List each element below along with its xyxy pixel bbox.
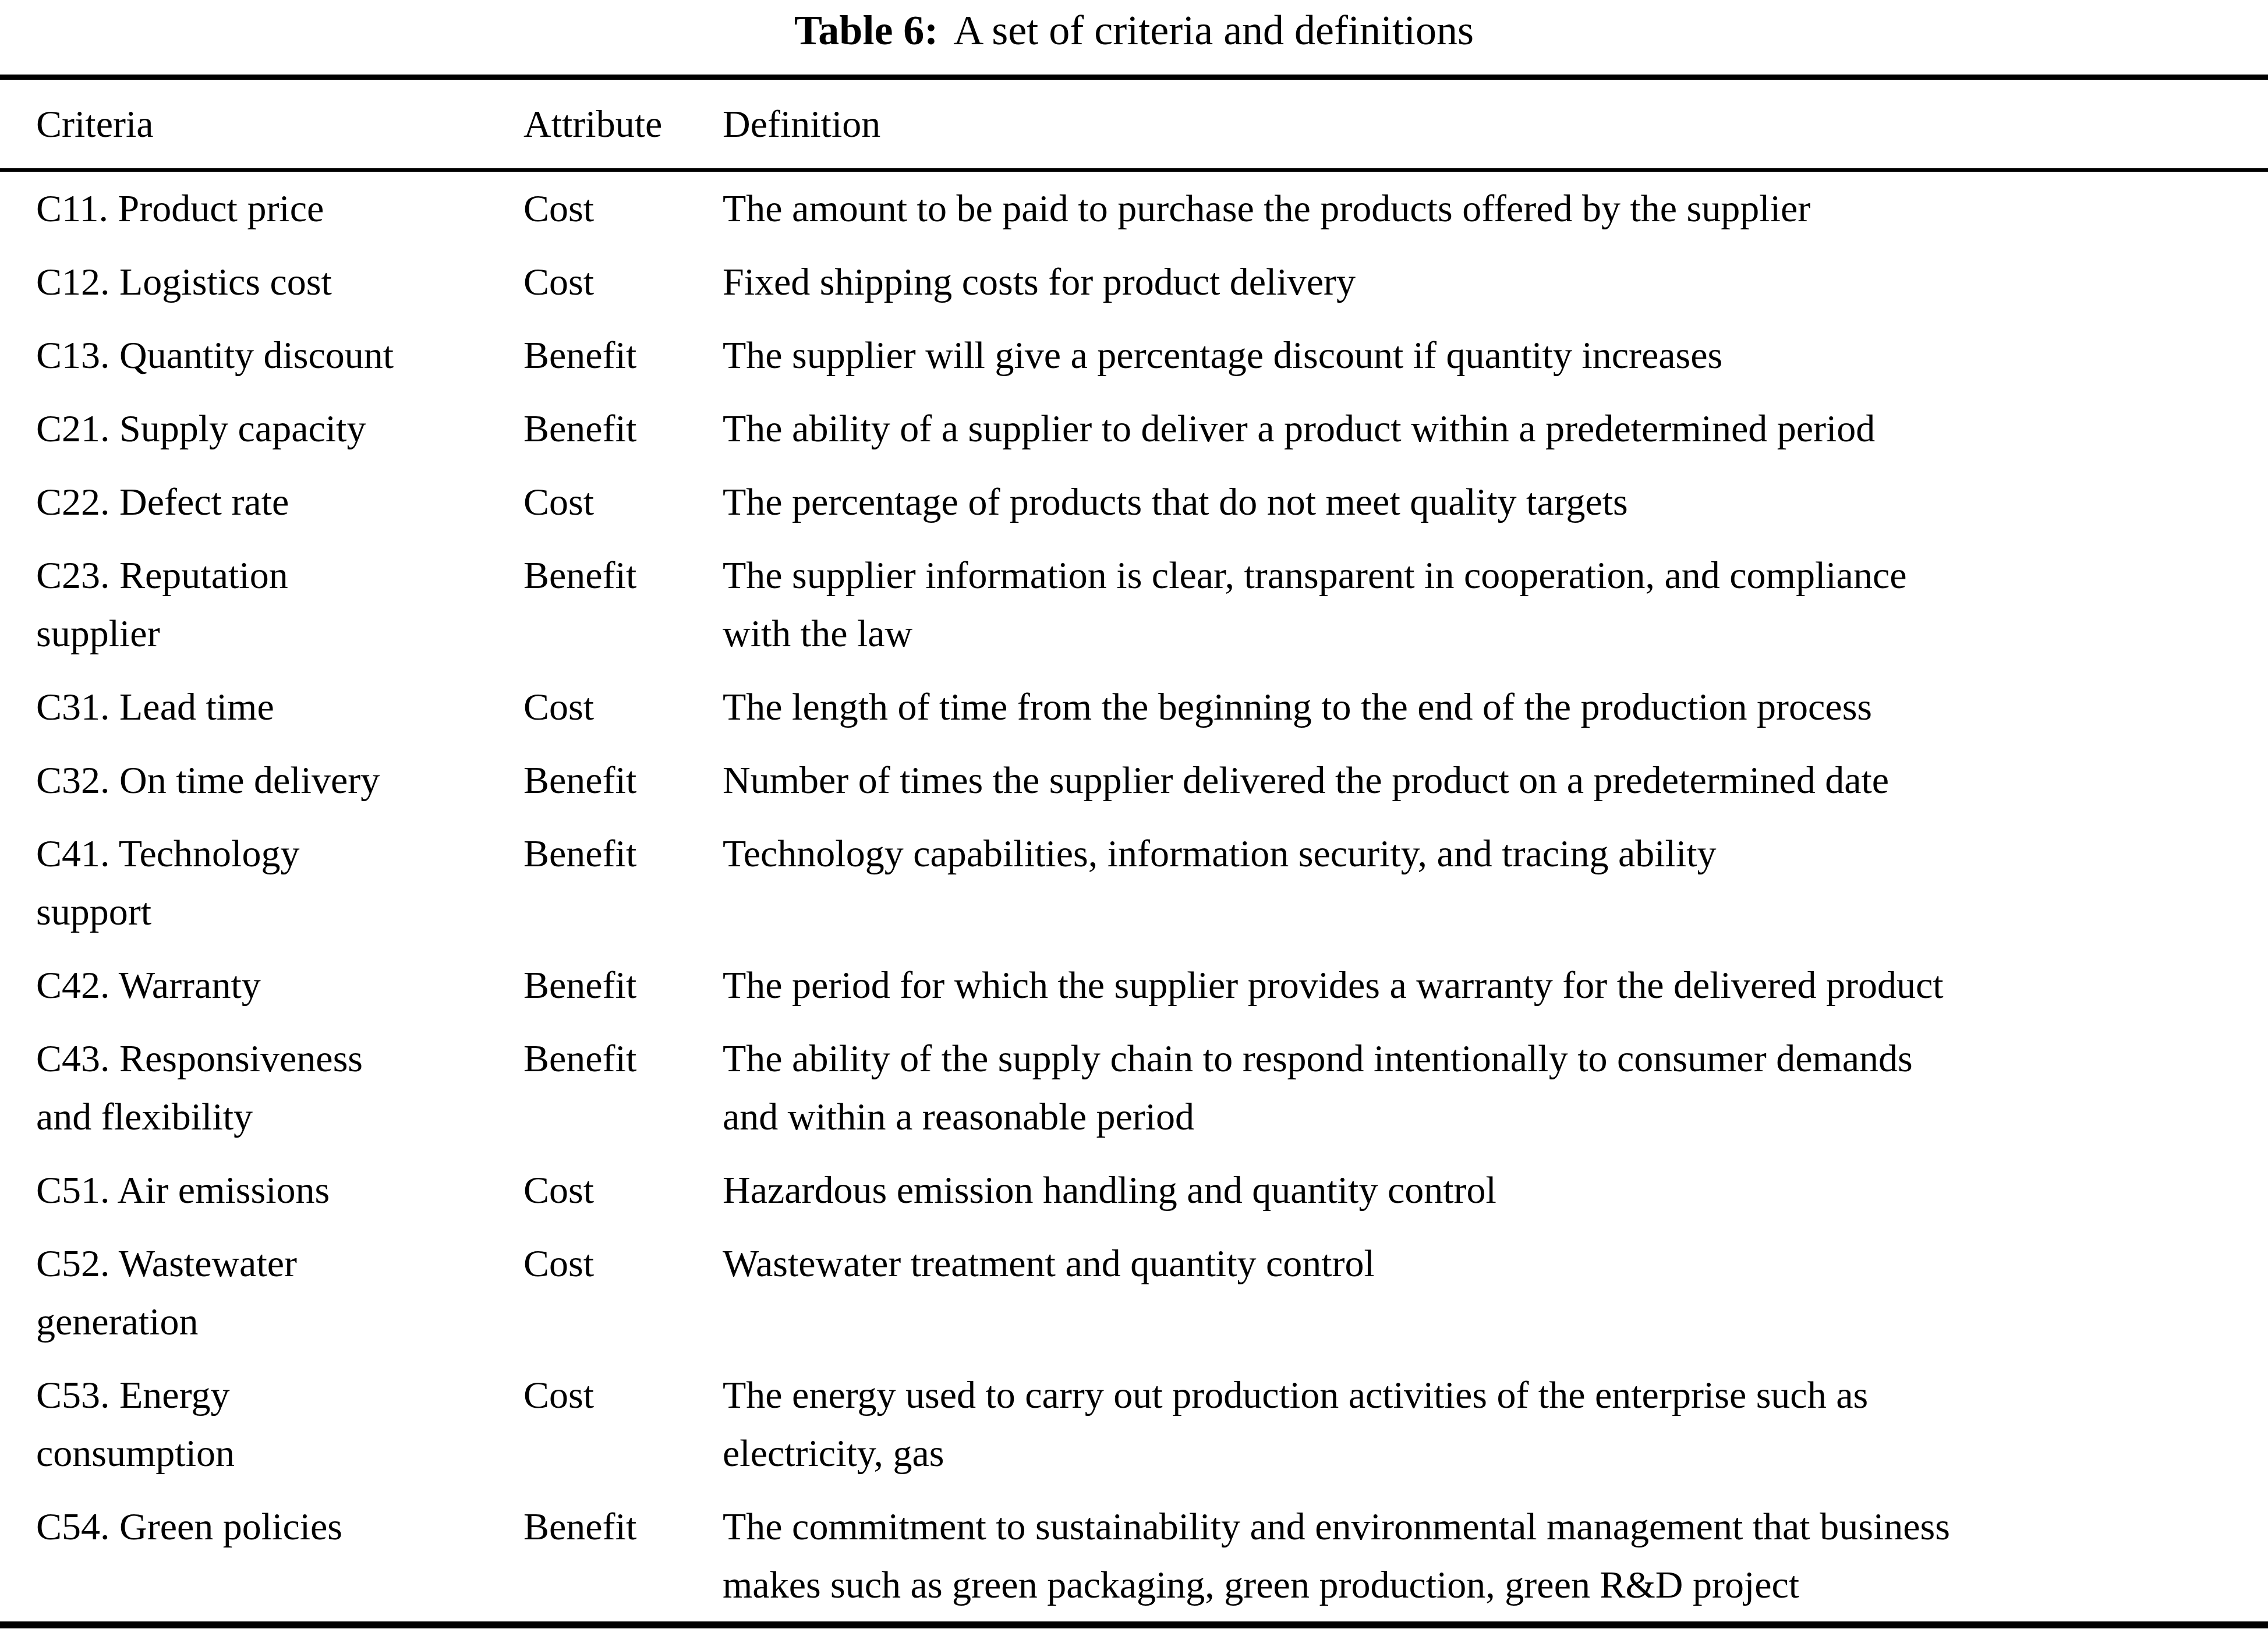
definition-cell: Technology capabilities, information sec…: [723, 817, 2268, 948]
criteria-cell: C54. Green policies: [0, 1490, 523, 1625]
attribute-cell: Cost: [523, 245, 723, 318]
table-row: C42. Warranty Benefit The period for whi…: [0, 948, 2268, 1022]
attribute-cell: Benefit: [523, 948, 723, 1022]
table-row: C31. Lead time Cost The length of time f…: [0, 670, 2268, 743]
table-row: C43. Responsiveness and flexibility Bene…: [0, 1022, 2268, 1153]
criteria-definitions-table: Criteria Attribute Definition C11. Produ…: [0, 75, 2268, 1628]
attribute-cell: Benefit: [523, 1490, 723, 1625]
criteria-cell: C22. Defect rate: [0, 465, 523, 539]
attribute-cell: Benefit: [523, 539, 723, 670]
column-header-attribute: Attribute: [523, 77, 723, 171]
table-row: C41. Technology support Benefit Technolo…: [0, 817, 2268, 948]
definition-cell: The supplier information is clear, trans…: [723, 539, 2268, 670]
definition-cell: Fixed shipping costs for product deliver…: [723, 245, 2268, 318]
column-header-criteria: Criteria: [0, 77, 523, 171]
attribute-cell: Benefit: [523, 392, 723, 465]
criteria-cell: C12. Logistics cost: [0, 245, 523, 318]
table-row: C51. Air emissions Cost Hazardous emissi…: [0, 1153, 2268, 1227]
header-row: Criteria Attribute Definition: [0, 77, 2268, 171]
table-row: C21. Supply capacity Benefit The ability…: [0, 392, 2268, 465]
definition-cell: The energy used to carry out production …: [723, 1358, 2268, 1490]
criteria-cell: C51. Air emissions: [0, 1153, 523, 1227]
criteria-cell: C53. Energy consumption: [0, 1358, 523, 1490]
definition-cell: The ability of the supply chain to respo…: [723, 1022, 2268, 1153]
attribute-cell: Cost: [523, 670, 723, 743]
table-row: C52. Wastewater generation Cost Wastewat…: [0, 1227, 2268, 1358]
definition-cell: Number of times the supplier delivered t…: [723, 743, 2268, 817]
criteria-cell: C11. Product price: [0, 170, 523, 245]
criteria-cell: C23. Reputation supplier: [0, 539, 523, 670]
criteria-cell: C42. Warranty: [0, 948, 523, 1022]
definition-cell: The commitment to sustainability and env…: [723, 1490, 2268, 1625]
table-row: C32. On time delivery Benefit Number of …: [0, 743, 2268, 817]
attribute-cell: Benefit: [523, 318, 723, 392]
criteria-cell: C52. Wastewater generation: [0, 1227, 523, 1358]
table-row: C22. Defect rate Cost The percentage of …: [0, 465, 2268, 539]
table-row: C11. Product price Cost The amount to be…: [0, 170, 2268, 245]
table-caption-label: Table 6:: [794, 7, 938, 54]
definition-cell: Hazardous emission handling and quantity…: [723, 1153, 2268, 1227]
table-row: C54. Green policies Benefit The commitme…: [0, 1490, 2268, 1625]
table-row: C23. Reputation supplier Benefit The sup…: [0, 539, 2268, 670]
attribute-cell: Benefit: [523, 817, 723, 948]
attribute-cell: Benefit: [523, 743, 723, 817]
column-header-definition: Definition: [723, 77, 2268, 171]
attribute-cell: Cost: [523, 1358, 723, 1490]
criteria-cell: C41. Technology support: [0, 817, 523, 948]
definition-cell: The supplier will give a percentage disc…: [723, 318, 2268, 392]
paper-page: Table 6: A set of criteria and definition…: [0, 0, 2268, 1629]
criteria-cell: C21. Supply capacity: [0, 392, 523, 465]
table-row: C13. Quantity discount Benefit The suppl…: [0, 318, 2268, 392]
definition-cell: The amount to be paid to purchase the pr…: [723, 170, 2268, 245]
criteria-cell: C13. Quantity discount: [0, 318, 523, 392]
attribute-cell: Benefit: [523, 1022, 723, 1153]
definition-cell: The period for which the supplier provid…: [723, 948, 2268, 1022]
definition-cell: The length of time from the beginning to…: [723, 670, 2268, 743]
attribute-cell: Cost: [523, 170, 723, 245]
table-row: C53. Energy consumption Cost The energy …: [0, 1358, 2268, 1490]
attribute-cell: Cost: [523, 465, 723, 539]
table-caption-text: A set of criteria and definitions: [953, 7, 1474, 54]
attribute-cell: Cost: [523, 1153, 723, 1227]
attribute-cell: Cost: [523, 1227, 723, 1358]
criteria-cell: C43. Responsiveness and flexibility: [0, 1022, 523, 1153]
criteria-cell: C32. On time delivery: [0, 743, 523, 817]
table-caption: Table 6: A set of criteria and definition…: [0, 3, 2268, 57]
definition-cell: Wastewater treatment and quantity contro…: [723, 1227, 2268, 1358]
definition-cell: The ability of a supplier to deliver a p…: [723, 392, 2268, 465]
criteria-cell: C31. Lead time: [0, 670, 523, 743]
definition-cell: The percentage of products that do not m…: [723, 465, 2268, 539]
table-row: C12. Logistics cost Cost Fixed shipping …: [0, 245, 2268, 318]
